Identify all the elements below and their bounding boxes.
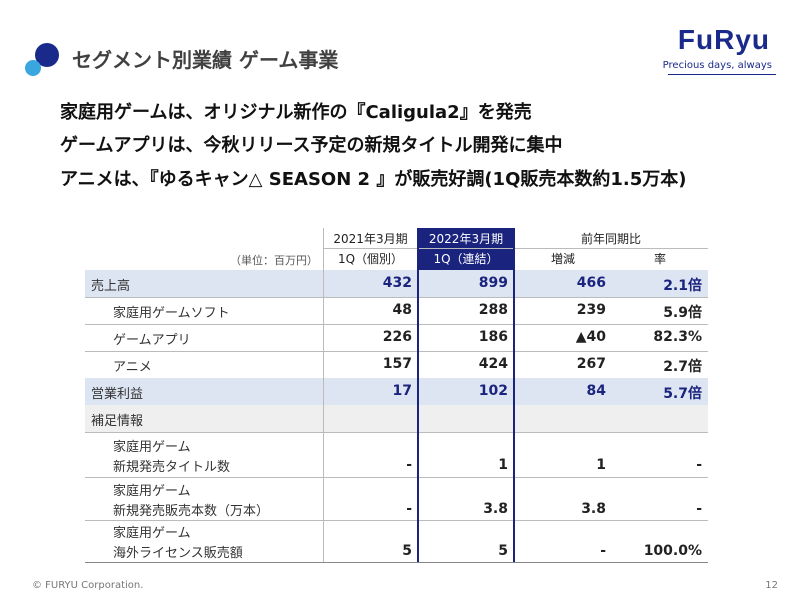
headline: アニメは、『ゆるキャン△ SEASON 2 』が販売好調(1Q販売本数約1.5万… bbox=[60, 169, 687, 190]
column-header: 率 bbox=[653, 252, 666, 266]
cell-value: 186 bbox=[478, 328, 508, 345]
cell-value: 2.1倍 bbox=[663, 277, 702, 294]
logo-rule bbox=[668, 74, 776, 75]
column-rule bbox=[417, 228, 419, 562]
cell-value: ▲40 bbox=[575, 328, 606, 345]
cell-value: 102 bbox=[478, 382, 508, 399]
column-header: 1Q（個別） bbox=[337, 252, 404, 266]
slide-title: セグメント別業績 ゲーム事業 bbox=[72, 48, 339, 72]
column-rule bbox=[323, 228, 324, 562]
cell-value: 100.0% bbox=[643, 543, 702, 559]
row-label: 新規発売販売本数（万本） bbox=[113, 503, 270, 519]
headline: 家庭用ゲームは、オリジナル新作の『Caligula2』を発売 bbox=[60, 102, 532, 123]
row-label: 家庭用ゲーム bbox=[113, 483, 191, 499]
row-label: 売上高 bbox=[91, 278, 131, 294]
page-number: 12 bbox=[765, 580, 778, 591]
rule bbox=[323, 248, 708, 249]
header-bg bbox=[418, 228, 514, 270]
row-bg bbox=[85, 378, 708, 405]
cell-value: 1 bbox=[596, 456, 606, 473]
row-label: 家庭用ゲーム bbox=[113, 526, 191, 541]
cell-value: - bbox=[696, 500, 702, 517]
copyright: © FURYU Corporation. bbox=[32, 580, 144, 591]
cell-value: 5 bbox=[498, 543, 508, 559]
title-icon bbox=[25, 43, 59, 76]
cell-value: 48 bbox=[392, 301, 412, 318]
cell-value: - bbox=[600, 543, 606, 559]
cell-value: - bbox=[696, 456, 702, 473]
rule bbox=[85, 520, 708, 521]
column-rule bbox=[513, 228, 515, 562]
cell-value: 424 bbox=[478, 355, 508, 372]
cell-value: 288 bbox=[478, 301, 508, 318]
cell-value: 1 bbox=[498, 456, 508, 473]
cell-value: 226 bbox=[382, 328, 412, 345]
column-header: 2021年3月期 bbox=[333, 232, 408, 246]
row-label: 家庭用ゲームソフト bbox=[113, 305, 230, 321]
group-header: 前年同期比 bbox=[580, 232, 641, 246]
row-label: 補足情報 bbox=[91, 413, 144, 429]
cell-value: 2.7倍 bbox=[663, 358, 702, 375]
column-header: 2022年3月期 bbox=[428, 232, 504, 246]
rule bbox=[85, 562, 708, 563]
column-header: 1Q（連結） bbox=[433, 252, 499, 266]
cell-value: 3.8 bbox=[581, 500, 606, 517]
rule bbox=[85, 297, 708, 298]
cell-value: 157 bbox=[382, 355, 412, 372]
row-label: 新規発売タイトル数 bbox=[113, 459, 231, 475]
row-bg bbox=[85, 270, 708, 297]
cell-value: 5 bbox=[402, 543, 412, 559]
logo: FuRyu bbox=[677, 24, 770, 55]
cell-value: - bbox=[406, 456, 412, 473]
tagline: Precious days, always bbox=[662, 60, 772, 71]
row-label: 営業利益 bbox=[91, 386, 144, 402]
cell-value: 267 bbox=[576, 355, 606, 372]
row-label: 家庭用ゲーム bbox=[113, 439, 191, 455]
cell-value: 432 bbox=[382, 274, 412, 291]
row-label: 海外ライセンス販売額 bbox=[113, 546, 243, 561]
cell-value: 17 bbox=[392, 382, 412, 399]
rule bbox=[85, 324, 708, 325]
cell-value: - bbox=[406, 500, 412, 517]
column-header: 増減 bbox=[550, 252, 575, 266]
cell-value: 82.3% bbox=[653, 328, 702, 345]
row-bg bbox=[85, 405, 708, 432]
cell-value: 466 bbox=[576, 274, 606, 291]
row-label: アニメ bbox=[113, 359, 152, 375]
cell-value: 239 bbox=[576, 301, 606, 318]
unit: （単位：百万円） bbox=[230, 254, 318, 267]
cell-value: 84 bbox=[586, 382, 606, 399]
rule bbox=[85, 432, 708, 433]
headline: ゲームアプリは、今秋リリース予定の新規タイトル開発に集中 bbox=[60, 135, 563, 156]
row-label: ゲームアプリ bbox=[113, 332, 191, 348]
cell-value: 5.9倍 bbox=[663, 304, 702, 321]
cell-value: 899 bbox=[478, 274, 508, 291]
cell-value: 3.8 bbox=[483, 500, 508, 517]
rule bbox=[85, 351, 708, 352]
rule bbox=[85, 477, 708, 478]
cell-value: 5.7倍 bbox=[663, 385, 702, 402]
